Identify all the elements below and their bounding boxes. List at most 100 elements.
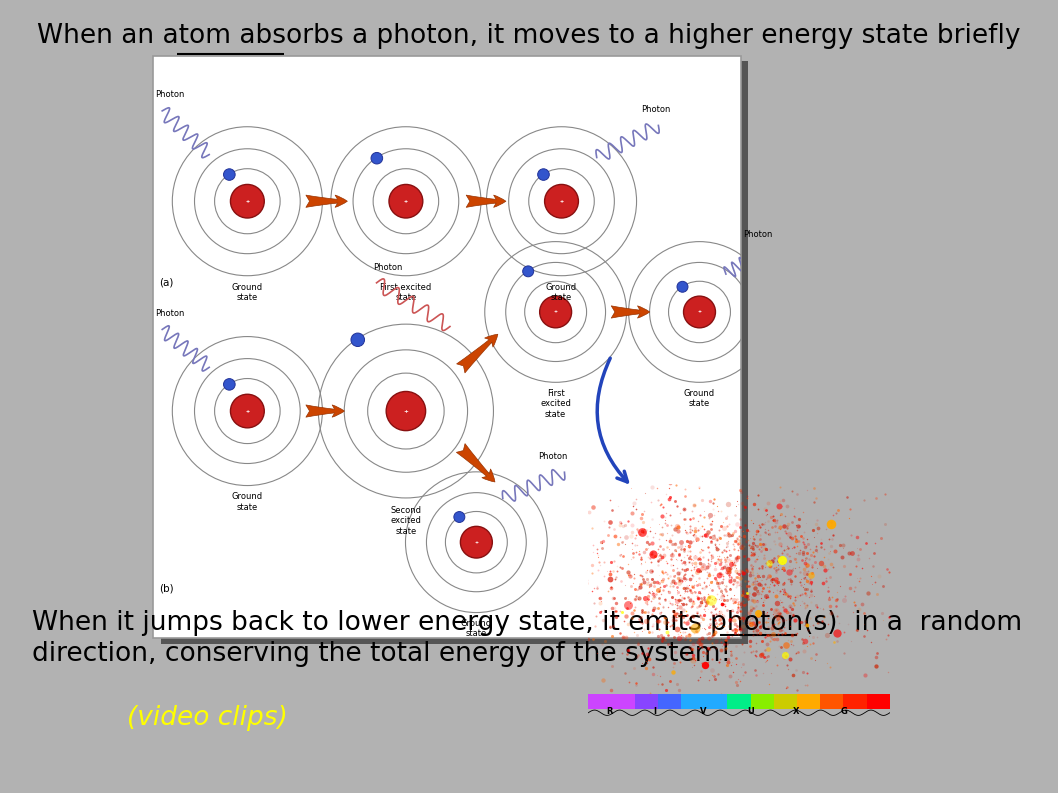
Point <box>755 542 772 555</box>
Point <box>714 607 731 620</box>
Point <box>671 608 688 621</box>
Point <box>681 592 698 605</box>
Point <box>768 590 785 603</box>
Point <box>735 657 752 670</box>
Point <box>729 544 746 557</box>
Text: When an atom absorbs a photon, it moves to a higher energy state briefly: When an atom absorbs a photon, it moves … <box>37 23 1021 48</box>
Point <box>823 540 840 553</box>
Point <box>681 621 698 634</box>
Point <box>567 547 584 560</box>
Point <box>683 557 700 569</box>
Point <box>744 602 761 615</box>
Point <box>693 611 710 624</box>
Point <box>669 599 686 611</box>
Point <box>745 601 762 614</box>
Point <box>691 638 708 650</box>
Point <box>571 596 588 609</box>
Point <box>822 517 839 530</box>
Text: X: X <box>794 707 800 715</box>
Point <box>700 511 717 524</box>
Point <box>630 525 646 538</box>
Point <box>694 622 711 634</box>
Point <box>659 572 676 584</box>
Point <box>863 570 880 583</box>
Point <box>834 551 851 564</box>
Point <box>790 534 807 547</box>
Point <box>573 554 590 567</box>
Point <box>728 500 745 512</box>
Point <box>605 530 622 542</box>
Point <box>626 531 643 544</box>
Point <box>735 550 752 562</box>
Point <box>731 568 748 580</box>
Point <box>586 619 603 632</box>
Point <box>683 569 700 581</box>
Point <box>700 577 717 590</box>
Point <box>681 513 698 526</box>
Point <box>782 589 799 602</box>
Point <box>614 605 631 618</box>
Circle shape <box>677 282 688 293</box>
Point <box>736 500 753 512</box>
Point <box>822 515 839 528</box>
Bar <box>658 694 681 710</box>
Point <box>687 529 704 542</box>
Point <box>711 562 728 575</box>
Point <box>798 561 815 573</box>
Point <box>652 580 669 593</box>
Point <box>686 528 703 541</box>
Point <box>784 609 801 622</box>
Point <box>737 586 754 599</box>
Point <box>605 555 622 568</box>
Point <box>717 634 734 646</box>
Point <box>784 564 801 577</box>
Point <box>805 531 822 543</box>
Circle shape <box>386 392 425 431</box>
Point <box>763 435 780 447</box>
Point <box>612 519 628 531</box>
Point <box>703 517 719 530</box>
Point <box>673 628 690 641</box>
Point <box>805 703 822 716</box>
Point <box>645 580 662 593</box>
Point <box>738 523 755 536</box>
Point <box>656 654 673 667</box>
Text: Photon: Photon <box>156 90 184 99</box>
Point <box>715 561 732 574</box>
Point <box>634 577 651 589</box>
Point <box>704 515 720 527</box>
Point <box>607 597 624 610</box>
Point <box>663 528 680 541</box>
Point <box>639 657 656 669</box>
Point <box>804 546 821 558</box>
Point <box>762 577 779 590</box>
Point <box>856 607 873 619</box>
Point <box>825 635 842 648</box>
Point <box>657 513 674 526</box>
Point <box>708 635 725 648</box>
Point <box>745 624 762 637</box>
Point <box>765 510 782 523</box>
Point <box>750 623 767 636</box>
Point <box>657 634 674 646</box>
Point <box>747 649 764 661</box>
Point <box>708 541 725 554</box>
Point <box>650 623 667 636</box>
Point <box>695 649 712 662</box>
Point <box>740 574 756 587</box>
Point <box>749 578 766 591</box>
Point <box>765 633 782 646</box>
Point <box>653 606 670 619</box>
Point <box>678 647 695 660</box>
Point <box>633 611 650 623</box>
Point <box>686 626 703 639</box>
Point <box>858 623 875 636</box>
Point <box>643 565 660 577</box>
Point <box>609 538 626 550</box>
Point <box>663 619 680 631</box>
Point <box>627 589 644 602</box>
Point <box>676 543 693 556</box>
Point <box>751 528 768 541</box>
Point <box>753 649 770 662</box>
Point <box>868 650 884 663</box>
